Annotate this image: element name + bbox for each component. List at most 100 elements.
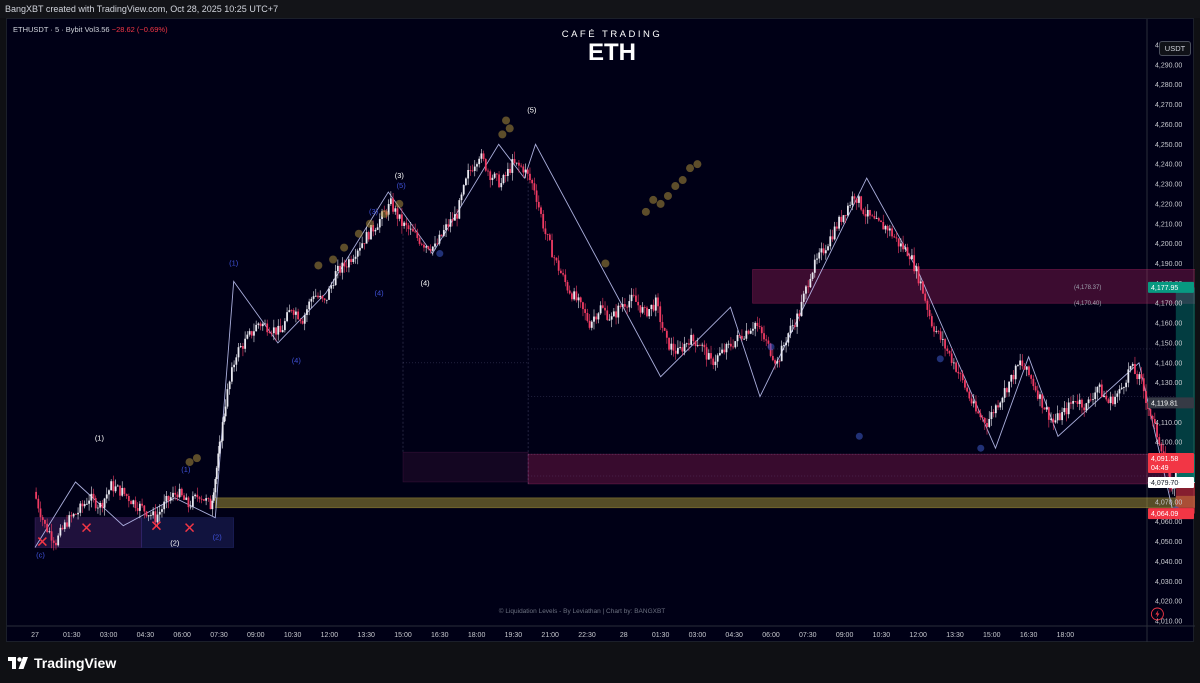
candle-body [893, 236, 896, 238]
candle-body [68, 515, 71, 527]
candle-body [57, 535, 60, 546]
candle-body [952, 362, 955, 364]
candle-body [321, 295, 324, 299]
candle-body [376, 227, 379, 230]
candle-body [165, 495, 168, 502]
candle-body [648, 309, 651, 317]
liquidation-bubble [671, 182, 680, 191]
candle-body [1067, 402, 1070, 415]
candle-body [1036, 390, 1039, 399]
candle-body [955, 362, 958, 372]
symbol-legend[interactable]: ETHUSDT · 5 · Bybit Vol3.56 −28.62 (−0.6… [13, 25, 168, 34]
candle-body [1098, 384, 1101, 387]
volume-value: Vol3.56 [84, 25, 110, 34]
currency-button[interactable]: USDT [1159, 41, 1191, 56]
chart-area[interactable]: (1) (2) (3) (4) (5) (c) (1) (2) (1) (4) (3) (4) (5) (… [6, 18, 1195, 643]
candle-body [650, 304, 653, 310]
time-tick-label: 13:30 [946, 632, 964, 639]
candle-body [911, 255, 913, 260]
candle-body [270, 332, 273, 334]
price-change: −28.62 (−0.69%) [111, 25, 168, 34]
candle-body [721, 349, 723, 353]
candle-body [679, 347, 682, 348]
candle-body [725, 344, 728, 353]
candle-body [1134, 364, 1136, 374]
wave-label: (5) [527, 106, 537, 115]
candle-body [1100, 384, 1103, 398]
candle-body [771, 355, 774, 361]
candle-body [624, 304, 626, 307]
candle-body [743, 338, 746, 340]
candle-body [548, 234, 551, 240]
level-note: (4,170.40) [1074, 301, 1101, 307]
candle-body [1025, 366, 1028, 370]
candle-body [1103, 395, 1105, 398]
candle-body [584, 309, 587, 313]
candle-body [540, 207, 542, 214]
candle-body [1138, 374, 1141, 380]
candle-body [203, 499, 205, 501]
price-chart[interactable]: (1) (2) (3) (4) (5) (c) (1) (2) (1) (4) (3) (4) (5) (… [7, 19, 1195, 643]
position-target-zone[interactable] [1175, 287, 1195, 483]
candle-body [1087, 399, 1090, 404]
candle-body [1017, 365, 1019, 366]
candle-body [59, 527, 62, 536]
candle-body [615, 311, 617, 318]
candle-body [796, 313, 799, 327]
candle-body [317, 295, 319, 298]
wave-label: (2) [170, 539, 180, 548]
candle-body [604, 307, 606, 311]
wave-label: (1) [229, 258, 239, 267]
x-mark-icon [81, 523, 92, 533]
candle-body [174, 492, 177, 495]
candle-body [692, 334, 695, 341]
candle-body [1162, 451, 1165, 454]
candle-body [716, 355, 719, 362]
price-tick-label: 4,110.00 [1155, 420, 1182, 427]
candle-body [566, 282, 569, 291]
candle-body [85, 503, 88, 505]
candle-body [90, 493, 93, 501]
candle-body [257, 323, 260, 325]
candle-body [163, 501, 166, 510]
candle-body [127, 496, 130, 502]
symbol-name[interactable]: ETHUSDT · 5 · Bybit [13, 25, 83, 34]
candle-body [214, 479, 217, 493]
candle-body [782, 345, 785, 346]
candle-body [847, 205, 849, 216]
candle-body [992, 412, 995, 414]
candle-body [136, 508, 139, 511]
candle-body [37, 498, 40, 509]
candle-body [906, 247, 909, 257]
candle-body [531, 180, 534, 184]
candle-body [674, 350, 677, 354]
candle-body [862, 209, 865, 215]
time-tick-label: 10:30 [284, 632, 302, 639]
candle-body [816, 258, 818, 260]
price-badge-label: 4,064.09 [1151, 511, 1178, 518]
liquidation-bubble [502, 116, 511, 125]
price-badge [1148, 281, 1194, 293]
candle-body [211, 500, 214, 510]
candle-body [948, 350, 951, 354]
candle-body [281, 330, 284, 333]
candle-body [553, 257, 556, 259]
candle-body [183, 495, 185, 500]
candle-body [498, 174, 500, 188]
candle-body [798, 313, 801, 317]
candle-body [977, 411, 980, 414]
candle-body [266, 323, 269, 333]
candle-body [396, 208, 399, 219]
liquidation-bubble [656, 199, 665, 208]
candle-body [469, 169, 472, 171]
candle-body [765, 339, 768, 341]
candle-body [255, 324, 258, 332]
candle-body [39, 508, 42, 518]
x-mark-icon [37, 537, 47, 547]
alert-icon[interactable] [1150, 607, 1164, 621]
candle-body [886, 225, 889, 231]
candle-body [447, 224, 450, 227]
candle-body [286, 312, 288, 322]
candle-body [646, 307, 648, 317]
candle-body [52, 540, 55, 543]
